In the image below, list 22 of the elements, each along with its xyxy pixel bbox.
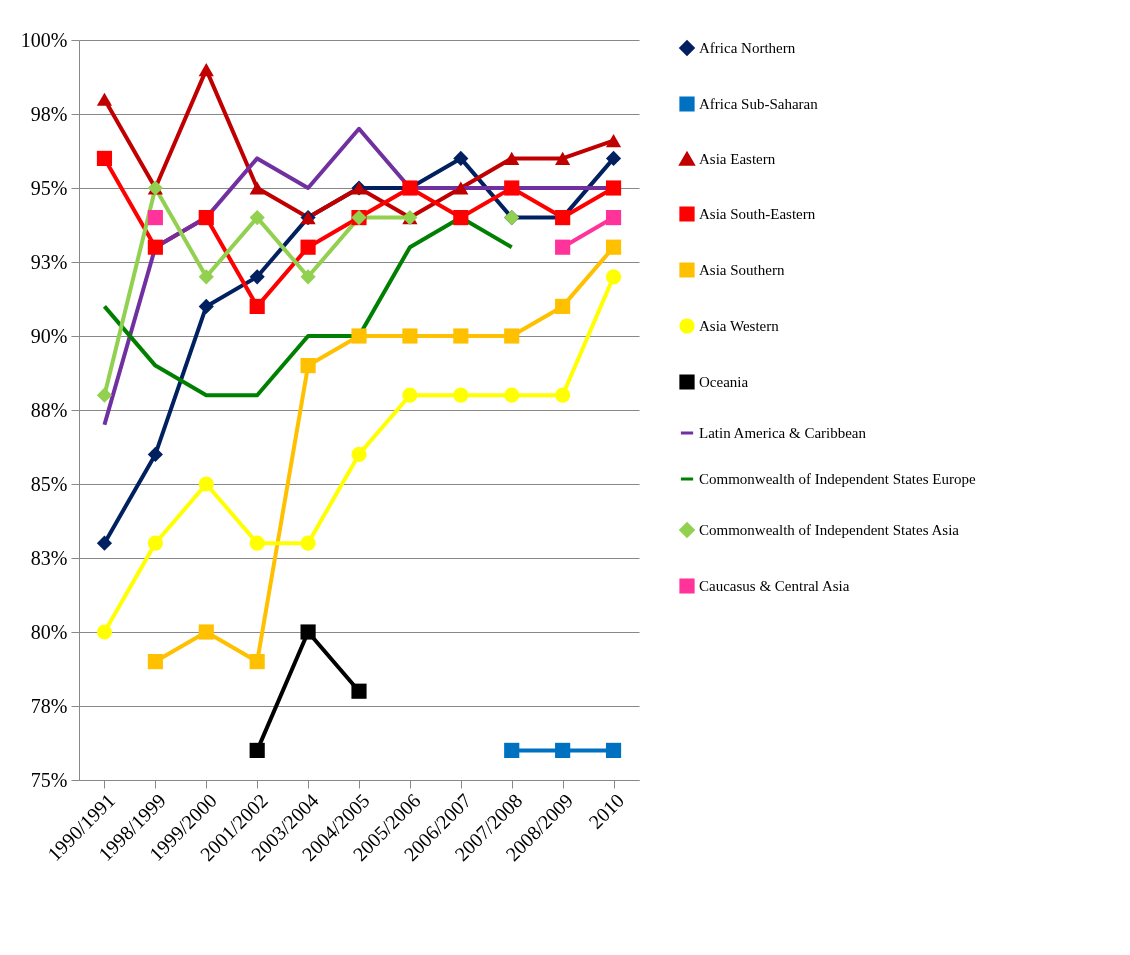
legend-label: Commonwealth of Independent States Europe [699, 471, 976, 487]
legend-label: Asia Eastern [699, 151, 776, 167]
y-tick-label: 75% [30, 768, 68, 791]
legend-label: Oceania [699, 374, 749, 390]
y-tick-label: 88% [30, 398, 68, 421]
y-tick-label: 90% [30, 324, 68, 347]
y-tick-label: 85% [30, 472, 68, 495]
legend-label: Asia Southern [699, 262, 785, 278]
y-tick-label: 83% [30, 546, 68, 569]
y-tick-label: 95% [30, 176, 68, 199]
y-tick-label: 98% [30, 102, 68, 125]
y-tick-label: 80% [30, 620, 68, 643]
legend-label: Africa Northern [699, 40, 796, 56]
legend-label: Asia Western [699, 318, 780, 334]
y-tick-label: 93% [30, 250, 68, 273]
legend-label: Africa Sub-Saharan [699, 96, 819, 112]
legend-label: Asia South-Eastern [699, 206, 816, 222]
legend-label: Commonwealth of Independent States Asia [699, 522, 960, 538]
y-tick-label: 78% [30, 694, 68, 717]
legend-label: Caucasus & Central Asia [699, 578, 850, 594]
y-tick-label: 100% [20, 28, 68, 51]
legend-label: Latin America & Caribbean [699, 425, 867, 441]
